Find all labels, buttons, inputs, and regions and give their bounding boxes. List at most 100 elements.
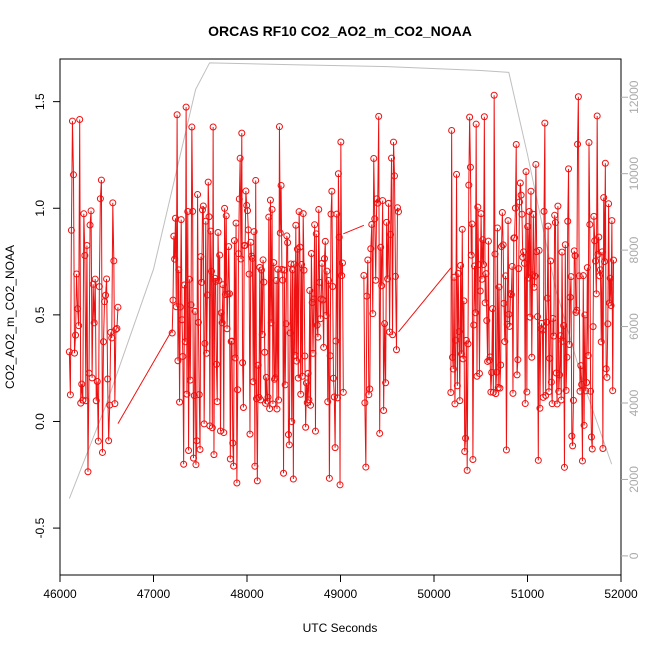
data-point: [570, 247, 578, 255]
gap-connector: [117, 329, 173, 424]
data-point: [388, 154, 396, 162]
data-point: [183, 390, 191, 398]
data-point: [515, 265, 523, 273]
data-point: [222, 212, 230, 220]
data-point: [335, 233, 343, 241]
data-point: [589, 323, 597, 331]
data-point: [545, 388, 553, 396]
data-point: [604, 320, 612, 328]
data-point: [504, 217, 512, 225]
data-point: [68, 117, 76, 125]
data-point: [233, 479, 241, 487]
data-point: [185, 446, 193, 454]
data-point: [69, 171, 77, 179]
data-point: [198, 206, 206, 214]
data-point: [83, 241, 91, 249]
x-tick-label: 51000: [511, 587, 545, 601]
data-point: [97, 176, 105, 184]
data-point: [321, 237, 329, 245]
data-point: [586, 220, 594, 228]
x-tick-label: 49000: [324, 587, 358, 601]
data-point: [279, 276, 287, 284]
data-point: [523, 388, 531, 396]
data-point: [189, 454, 197, 462]
data-point: [87, 207, 95, 215]
data-point: [196, 446, 204, 454]
data-point: [393, 204, 401, 212]
data-point: [231, 354, 239, 362]
data-point: [558, 248, 566, 256]
data-point: [517, 191, 525, 199]
data-point: [362, 463, 370, 471]
data-point: [331, 444, 339, 452]
data-point: [516, 179, 524, 187]
y-axis-label: CO2_AO2_m_CO2_NOAA: [3, 245, 17, 389]
data-point: [511, 204, 519, 212]
data-point: [216, 251, 224, 259]
data-point: [337, 138, 345, 146]
data-point: [601, 159, 609, 167]
data-point: [489, 305, 497, 313]
co2-diff-line: [171, 107, 344, 485]
data-point: [520, 248, 528, 256]
data-point: [363, 292, 371, 300]
data-point: [474, 203, 482, 211]
data-point: [492, 390, 500, 398]
data-point: [294, 374, 302, 382]
data-point: [237, 255, 245, 263]
data-point: [378, 282, 386, 290]
data-point: [95, 283, 103, 291]
data-point: [541, 119, 549, 127]
data-point: [538, 319, 546, 327]
x-tick-label: 52000: [604, 587, 638, 601]
data-point: [537, 325, 545, 333]
data-point: [505, 310, 513, 318]
data-point: [220, 429, 228, 437]
data-point: [530, 283, 538, 291]
data-point: [534, 456, 542, 464]
data-point: [310, 295, 318, 303]
data-point: [180, 281, 188, 289]
data-point: [272, 277, 280, 285]
data-point: [293, 357, 301, 365]
data-point: [244, 207, 252, 215]
data-point: [207, 227, 215, 235]
y2-tick-label: 10000: [627, 157, 641, 191]
data-point: [574, 93, 582, 101]
data-point: [560, 463, 568, 471]
data-point: [338, 259, 346, 267]
data-point: [274, 265, 282, 273]
data-point: [547, 378, 555, 386]
data-point: [102, 291, 110, 299]
data-point: [548, 400, 556, 408]
data-point: [562, 386, 570, 394]
data-point: [248, 254, 256, 262]
data-point: [114, 303, 122, 311]
data-point: [109, 199, 117, 207]
data-point: [532, 160, 540, 168]
data-point: [186, 376, 194, 384]
data-point: [574, 140, 582, 148]
data-point: [361, 399, 369, 407]
data-point: [263, 397, 271, 405]
data-point: [553, 400, 561, 408]
data-point: [468, 220, 476, 228]
data-point: [223, 325, 231, 333]
data-point: [368, 220, 376, 228]
data-point: [285, 441, 293, 449]
data-point: [465, 181, 473, 189]
data-point: [585, 139, 593, 147]
data-point: [527, 187, 535, 195]
data-point: [265, 213, 273, 221]
data-point: [485, 356, 493, 364]
data-point: [208, 424, 216, 432]
data-point: [94, 437, 102, 445]
data-point: [246, 430, 254, 438]
data-point: [475, 261, 483, 269]
data-point: [550, 332, 558, 340]
data-point: [257, 396, 265, 404]
data-point: [544, 222, 552, 230]
data-point: [382, 379, 390, 387]
data-point: [509, 389, 517, 397]
y2-tick-label: 2000: [627, 466, 641, 493]
